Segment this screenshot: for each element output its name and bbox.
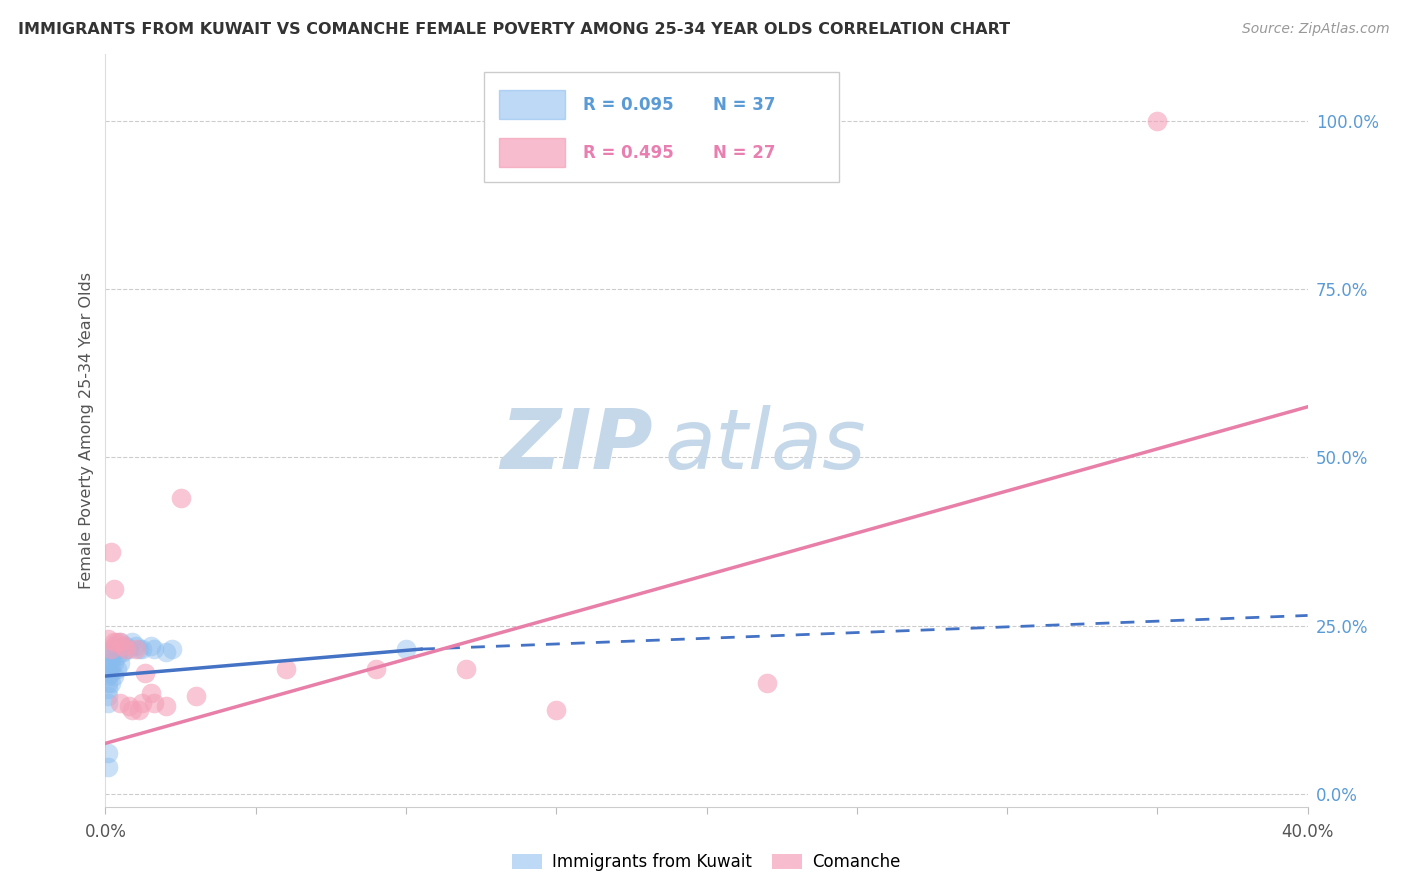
Text: R = 0.495: R = 0.495 <box>582 144 673 162</box>
Point <box>103 582 125 596</box>
Text: ZIP: ZIP <box>499 405 652 486</box>
Point <box>110 656 132 670</box>
Point <box>128 703 150 717</box>
Point <box>139 686 162 700</box>
Point <box>184 690 207 704</box>
Text: Source: ZipAtlas.com: Source: ZipAtlas.com <box>1241 22 1389 37</box>
Y-axis label: Female Poverty Among 25-34 Year Olds: Female Poverty Among 25-34 Year Olds <box>79 272 94 589</box>
Point <box>97 675 120 690</box>
Point <box>121 703 143 717</box>
Point <box>103 656 125 670</box>
Point <box>364 662 387 676</box>
Point <box>155 645 177 659</box>
Point <box>274 662 297 676</box>
Point <box>103 635 125 649</box>
Point <box>395 642 418 657</box>
Point <box>97 662 120 676</box>
Point <box>103 639 125 653</box>
Point <box>115 639 138 653</box>
Point <box>110 696 132 710</box>
Point <box>139 639 162 653</box>
Point <box>131 696 153 710</box>
Point <box>97 747 120 761</box>
Point <box>97 656 120 670</box>
Point <box>97 669 120 683</box>
Point <box>134 665 156 680</box>
Point <box>118 699 141 714</box>
Point <box>454 662 477 676</box>
Point <box>100 544 122 558</box>
Point <box>100 652 122 666</box>
Point <box>131 642 153 657</box>
Point <box>124 642 146 657</box>
Point <box>107 635 129 649</box>
Point <box>142 696 165 710</box>
Point <box>107 662 129 676</box>
Point <box>110 635 132 649</box>
Point <box>128 642 150 657</box>
FancyBboxPatch shape <box>499 90 565 120</box>
Text: R = 0.095: R = 0.095 <box>582 95 673 114</box>
Point <box>100 642 122 657</box>
Point <box>755 675 778 690</box>
Point <box>97 760 120 774</box>
Point <box>97 632 120 646</box>
Point <box>100 659 122 673</box>
Point <box>112 639 135 653</box>
Point <box>107 642 129 657</box>
Point <box>107 648 129 663</box>
FancyBboxPatch shape <box>484 72 839 182</box>
Point <box>110 635 132 649</box>
Point <box>112 639 135 653</box>
Point <box>169 491 191 505</box>
Point <box>97 696 120 710</box>
Point <box>160 642 183 657</box>
Point <box>103 645 125 659</box>
Point <box>121 635 143 649</box>
Point <box>100 675 122 690</box>
Point <box>112 645 135 659</box>
Text: IMMIGRANTS FROM KUWAIT VS COMANCHE FEMALE POVERTY AMONG 25-34 YEAR OLDS CORRELAT: IMMIGRANTS FROM KUWAIT VS COMANCHE FEMAL… <box>18 22 1011 37</box>
Point <box>97 690 120 704</box>
Legend: Immigrants from Kuwait, Comanche: Immigrants from Kuwait, Comanche <box>506 847 907 878</box>
Point <box>97 682 120 697</box>
FancyBboxPatch shape <box>499 138 565 167</box>
Point <box>118 642 141 657</box>
Point <box>142 642 165 657</box>
Point <box>155 699 177 714</box>
Point <box>124 639 146 653</box>
Point <box>1146 113 1168 128</box>
Text: atlas: atlas <box>665 405 866 486</box>
Point <box>115 642 138 657</box>
Point <box>100 665 122 680</box>
Text: N = 27: N = 27 <box>713 144 775 162</box>
Point <box>100 645 122 659</box>
Text: N = 37: N = 37 <box>713 95 775 114</box>
Point <box>103 669 125 683</box>
Point <box>546 703 568 717</box>
Point <box>115 642 138 657</box>
